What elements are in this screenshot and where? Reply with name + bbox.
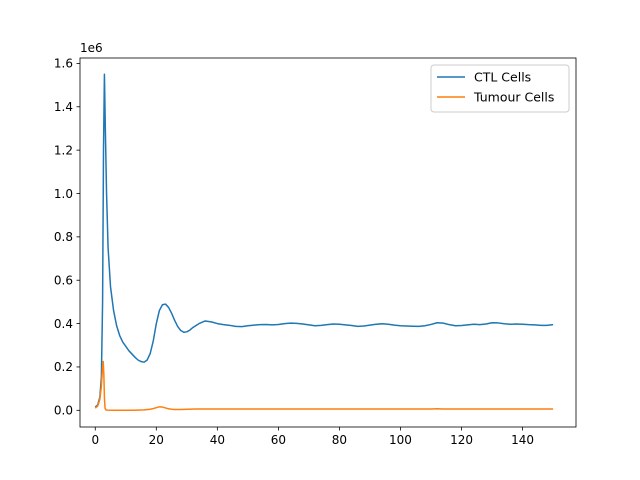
- y-tick-label: 1.4: [54, 100, 73, 114]
- x-tick-label: 140: [511, 433, 534, 447]
- x-tick-label: 80: [332, 433, 347, 447]
- legend-label-0: CTL Cells: [474, 70, 531, 85]
- y-tick-label: 0.6: [54, 274, 73, 288]
- axes: 1e6 0 20 40 60 80 100 120 140 0.0 0.2 0.4 0.6 0.8 1.0…: [54, 41, 577, 447]
- y-offset-text: 1e6: [80, 41, 103, 55]
- y-tick-label: 0.0: [54, 404, 73, 418]
- x-tick-label: 40: [210, 433, 225, 447]
- y-tick-label: 0.4: [54, 317, 73, 331]
- y-tick-label: 0.8: [54, 230, 73, 244]
- plot-area: [94, 73, 554, 411]
- y-tick-label: 1.6: [54, 57, 73, 71]
- x-tick-label: 0: [91, 433, 99, 447]
- series-line-1: [94, 360, 554, 411]
- axes-frame: [79, 57, 577, 428]
- legend-frame: [430, 64, 570, 113]
- x-tick-label: 60: [271, 433, 286, 447]
- y-tick-label: 1.0: [54, 187, 73, 201]
- legend: CTL Cells Tumour Cells: [430, 64, 570, 113]
- legend-label-1: Tumour Cells: [473, 90, 554, 105]
- x-tick-label: 20: [149, 433, 164, 447]
- series-line-0: [94, 73, 554, 408]
- y-tick-label: 1.2: [54, 143, 73, 157]
- x-tick-label: 100: [389, 433, 412, 447]
- y-tick-label: 0.2: [54, 360, 73, 374]
- x-tick-label: 120: [450, 433, 473, 447]
